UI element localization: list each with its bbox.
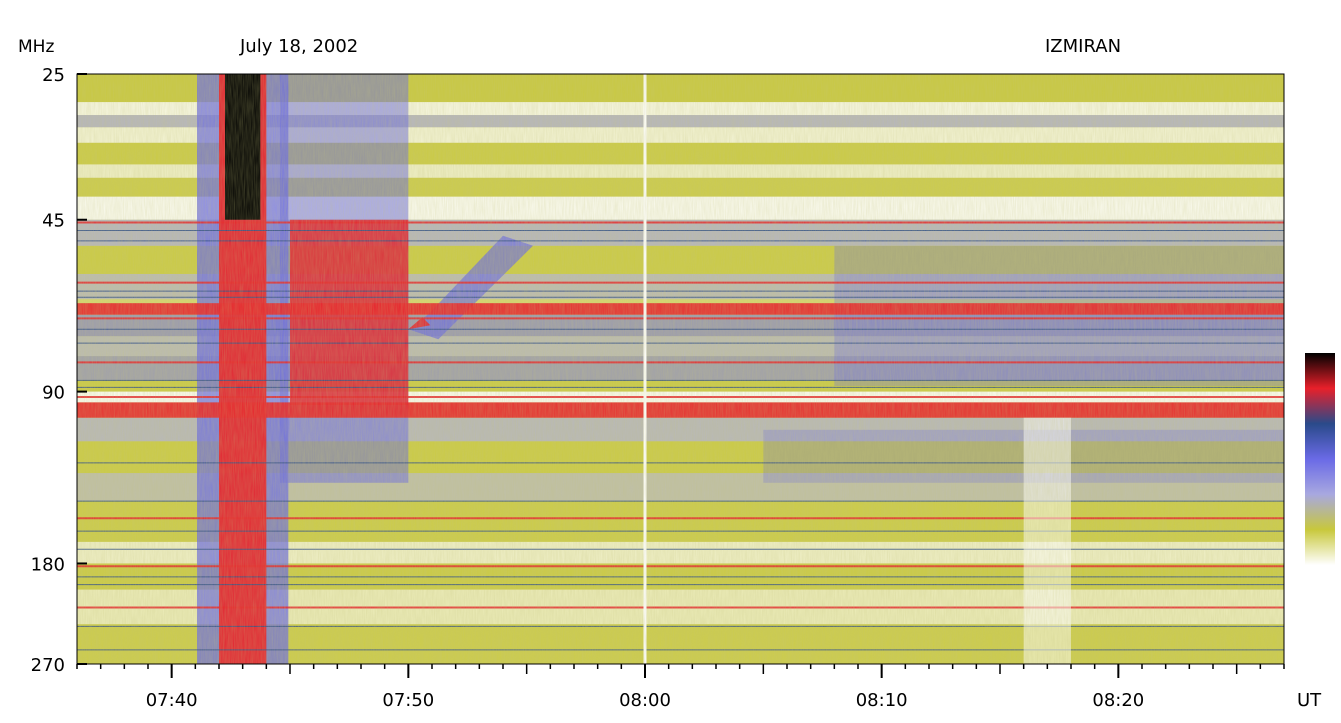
x-tick-label: 08:10 [856, 690, 908, 711]
chart-title: July 18, 2002 [239, 36, 358, 57]
x-tick-label: 08:20 [1092, 690, 1144, 711]
x-tick-label: 08:00 [619, 690, 671, 711]
x-tick-label: 07:50 [382, 690, 434, 711]
x-axis-label: UT [1297, 690, 1322, 711]
y-tick-label: 90 [42, 383, 65, 404]
observatory-label: IZMIRAN [1045, 36, 1121, 57]
colorbar [1305, 353, 1335, 565]
spectrogram-area [76, 73, 1285, 665]
x-axis: 07:40 07:50 08:00 08:10 08:20 [76, 663, 1285, 711]
spectrogram-texture [77, 74, 1284, 664]
y-tick-label: 180 [31, 554, 65, 575]
x-tick-label: 07:40 [146, 690, 198, 711]
y-tick-label: 270 [31, 655, 65, 676]
y-tick-label: 45 [42, 211, 65, 232]
colorbar-gradient [1305, 353, 1335, 565]
y-tick-label: 25 [42, 65, 65, 86]
y-axis: 25 45 90 180 270 [31, 65, 87, 676]
y-axis-label: MHz [18, 37, 54, 57]
